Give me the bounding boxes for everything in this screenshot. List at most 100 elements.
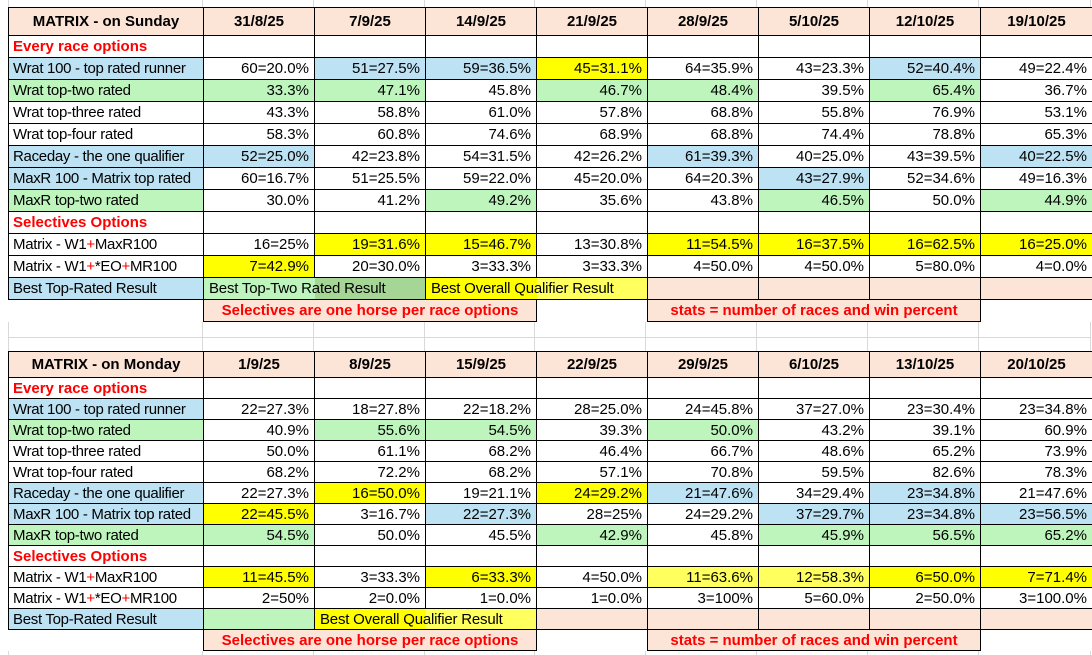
value-cell[interactable]: 55.6% <box>315 420 426 441</box>
value-cell[interactable]: 43=27.9% <box>759 168 870 190</box>
row-label-cell[interactable]: Wrat 100 - top rated runner <box>9 399 204 420</box>
value-cell[interactable]: 48.6% <box>759 441 870 462</box>
value-cell[interactable]: 43=39.5% <box>870 146 981 168</box>
empty-cell[interactable] <box>981 212 1092 234</box>
empty-cell[interactable] <box>426 36 537 58</box>
row-label-cell[interactable]: Wrat 100 - top rated runner <box>9 58 204 80</box>
value-cell[interactable]: 12=58.3% <box>759 567 870 588</box>
table-title-cell[interactable]: MATRIX - on Sunday <box>9 8 204 36</box>
value-cell[interactable]: 61.1% <box>315 441 426 462</box>
value-cell[interactable]: 3=33.3% <box>426 256 537 278</box>
row-label-cell[interactable]: Matrix - W1+MaxR100 <box>9 234 204 256</box>
value-cell[interactable]: 43.8% <box>648 190 759 212</box>
value-cell[interactable]: 45=20.0% <box>537 168 648 190</box>
value-cell[interactable]: 22=27.3% <box>204 483 315 504</box>
value-cell[interactable]: 65.3% <box>981 124 1092 146</box>
row-label-cell[interactable]: MaxR 100 - Matrix top rated <box>9 168 204 190</box>
empty-cell[interactable] <box>426 546 537 567</box>
value-cell[interactable]: 15=46.7% <box>426 234 537 256</box>
value-cell[interactable]: 40=22.5% <box>981 146 1092 168</box>
value-cell[interactable]: 52=25.0% <box>204 146 315 168</box>
value-cell[interactable]: 53.1% <box>981 102 1092 124</box>
value-cell[interactable]: 19=31.6% <box>315 234 426 256</box>
value-cell[interactable]: 19=21.1% <box>426 483 537 504</box>
value-cell[interactable]: 3=100.0% <box>981 588 1092 609</box>
empty-cell[interactable] <box>204 378 315 399</box>
section-label-cell[interactable]: Every race options <box>9 378 204 399</box>
value-cell[interactable]: 23=34.8% <box>870 483 981 504</box>
value-cell[interactable]: 59=36.5% <box>426 58 537 80</box>
value-cell[interactable]: 65.2% <box>981 525 1092 546</box>
table-title-cell[interactable]: MATRIX - on Monday <box>9 352 204 378</box>
value-cell[interactable]: 5=60.0% <box>759 588 870 609</box>
banner-cell[interactable] <box>870 278 981 300</box>
value-cell[interactable]: 59=22.0% <box>426 168 537 190</box>
value-cell[interactable]: 23=34.8% <box>981 399 1092 420</box>
row-label-cell[interactable]: Matrix - W1+MaxR100 <box>9 567 204 588</box>
empty-cell[interactable] <box>870 212 981 234</box>
empty-cell[interactable] <box>759 36 870 58</box>
row-label-cell[interactable]: Wrat top-three rated <box>9 441 204 462</box>
row-label-cell[interactable]: Best Top-Rated Result <box>9 609 204 630</box>
value-cell[interactable]: 72.2% <box>315 462 426 483</box>
value-cell[interactable]: 65.2% <box>870 441 981 462</box>
date-header-cell[interactable]: 21/9/25 <box>537 8 648 36</box>
value-cell[interactable]: 36.7% <box>981 80 1092 102</box>
value-cell[interactable]: 46.7% <box>537 80 648 102</box>
value-cell[interactable]: 82.6% <box>870 462 981 483</box>
value-cell[interactable]: 48.4% <box>648 80 759 102</box>
banner-cell[interactable] <box>759 609 870 630</box>
row-label-cell[interactable]: Matrix - W1+*EO+MR100 <box>9 256 204 278</box>
value-cell[interactable]: 22=27.3% <box>204 399 315 420</box>
value-cell[interactable]: 22=27.3% <box>426 504 537 525</box>
value-cell[interactable]: 20=30.0% <box>315 256 426 278</box>
value-cell[interactable]: 23=34.8% <box>870 504 981 525</box>
value-cell[interactable]: 16=62.5% <box>870 234 981 256</box>
value-cell[interactable]: 76.9% <box>870 102 981 124</box>
value-cell[interactable]: 68.9% <box>537 124 648 146</box>
value-cell[interactable]: 61.0% <box>426 102 537 124</box>
empty-cell[interactable] <box>315 378 426 399</box>
value-cell[interactable]: 45.5% <box>426 525 537 546</box>
value-cell[interactable]: 4=0.0% <box>981 256 1092 278</box>
section-label-cell[interactable]: Selectives Options <box>9 546 204 567</box>
date-header-cell[interactable]: 22/9/25 <box>537 352 648 378</box>
banner-cell[interactable]: Best Top-Two Rated Result <box>204 278 315 300</box>
value-cell[interactable]: 13=30.8% <box>537 234 648 256</box>
row-label-cell[interactable]: Raceday - the one qualifier <box>9 146 204 168</box>
value-cell[interactable]: 59.5% <box>759 462 870 483</box>
value-cell[interactable]: 24=45.8% <box>648 399 759 420</box>
empty-cell[interactable] <box>981 546 1092 567</box>
value-cell[interactable]: 40.9% <box>204 420 315 441</box>
value-cell[interactable]: 68.2% <box>426 462 537 483</box>
value-cell[interactable]: 51=27.5% <box>315 58 426 80</box>
value-cell[interactable]: 58.3% <box>204 124 315 146</box>
value-cell[interactable]: 50.0% <box>315 525 426 546</box>
empty-cell[interactable] <box>648 546 759 567</box>
value-cell[interactable]: 52=34.6% <box>870 168 981 190</box>
row-label-cell[interactable]: Matrix - W1+*EO+MR100 <box>9 588 204 609</box>
value-cell[interactable]: 68.2% <box>204 462 315 483</box>
empty-cell[interactable] <box>537 212 648 234</box>
date-header-cell[interactable]: 7/9/25 <box>315 8 426 36</box>
value-cell[interactable]: 66.7% <box>648 441 759 462</box>
value-cell[interactable]: 49=22.4% <box>981 58 1092 80</box>
value-cell[interactable]: 6=50.0% <box>870 567 981 588</box>
value-cell[interactable]: 22=45.5% <box>204 504 315 525</box>
value-cell[interactable]: 42=26.2% <box>537 146 648 168</box>
date-header-cell[interactable]: 29/9/25 <box>648 352 759 378</box>
value-cell[interactable]: 46.4% <box>537 441 648 462</box>
date-header-cell[interactable]: 6/10/25 <box>759 352 870 378</box>
value-cell[interactable]: 74.4% <box>759 124 870 146</box>
value-cell[interactable]: 68.8% <box>648 102 759 124</box>
row-label-cell[interactable]: Wrat top-two rated <box>9 80 204 102</box>
empty-cell[interactable] <box>204 546 315 567</box>
banner-cell[interactable] <box>981 278 1092 300</box>
value-cell[interactable]: 60.8% <box>315 124 426 146</box>
date-header-cell[interactable]: 12/10/25 <box>870 8 981 36</box>
value-cell[interactable]: 60.9% <box>981 420 1092 441</box>
banner-cell[interactable] <box>648 609 759 630</box>
row-label-cell[interactable]: MaxR top-two rated <box>9 190 204 212</box>
date-header-cell[interactable]: 20/10/25 <box>981 352 1092 378</box>
banner-cell[interactable] <box>648 278 759 300</box>
